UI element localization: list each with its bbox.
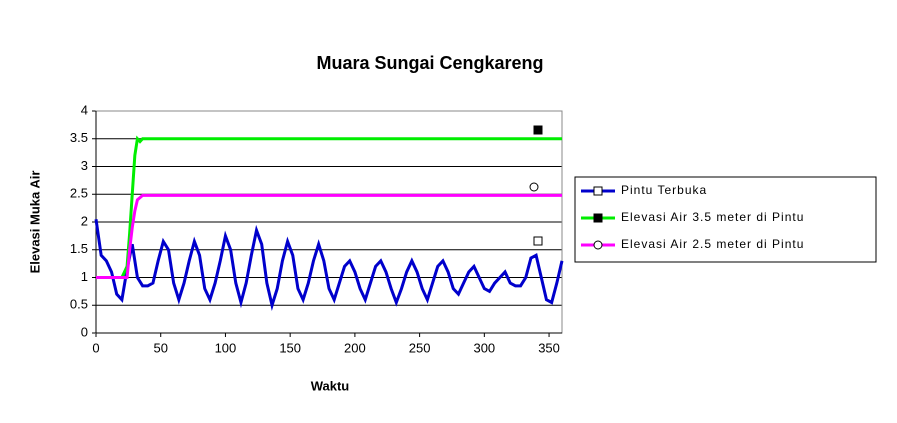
- x-tick-label: 350: [538, 340, 560, 355]
- legend-text: Elevasi Air 3.5 meter di Pintu: [621, 210, 804, 224]
- x-tick-label: 150: [279, 340, 301, 355]
- y-tick-label: 2.5: [70, 186, 88, 201]
- x-tick-label: 300: [473, 340, 495, 355]
- x-axis-title: Waktu: [311, 378, 350, 393]
- legend-text: Pintu Terbuka: [621, 183, 707, 197]
- x-tick-label: 100: [215, 340, 237, 355]
- legend-marker: [593, 240, 603, 250]
- y-tick-label: 3: [81, 158, 88, 173]
- y-axis-title: Elevasi Muka Air: [27, 171, 42, 274]
- x-tick-label: 50: [153, 340, 167, 355]
- chart-title: Muara Sungai Cengkareng: [316, 53, 543, 73]
- series-line: [96, 135, 562, 279]
- plot-marker: [533, 236, 543, 246]
- plot-marker: [529, 182, 539, 192]
- legend-text: Elevasi Air 2.5 meter di Pintu: [621, 237, 804, 251]
- y-tick-label: 1: [81, 269, 88, 284]
- y-tick-label: 4: [81, 102, 88, 117]
- legend-marker: [593, 213, 603, 223]
- plot-marker: [533, 125, 543, 135]
- y-tick-label: 1.5: [70, 241, 88, 256]
- y-tick-label: 3.5: [70, 130, 88, 145]
- x-tick-label: 200: [344, 340, 366, 355]
- y-tick-label: 2: [81, 213, 88, 228]
- legend-box: [574, 176, 877, 263]
- series-line: [94, 219, 564, 311]
- series-line: [96, 193, 562, 279]
- y-tick-label: 0.5: [70, 297, 88, 312]
- y-tick-label: 0: [81, 324, 88, 339]
- x-tick-label: 0: [92, 340, 99, 355]
- legend-marker: [593, 186, 603, 196]
- x-tick-label: 250: [409, 340, 431, 355]
